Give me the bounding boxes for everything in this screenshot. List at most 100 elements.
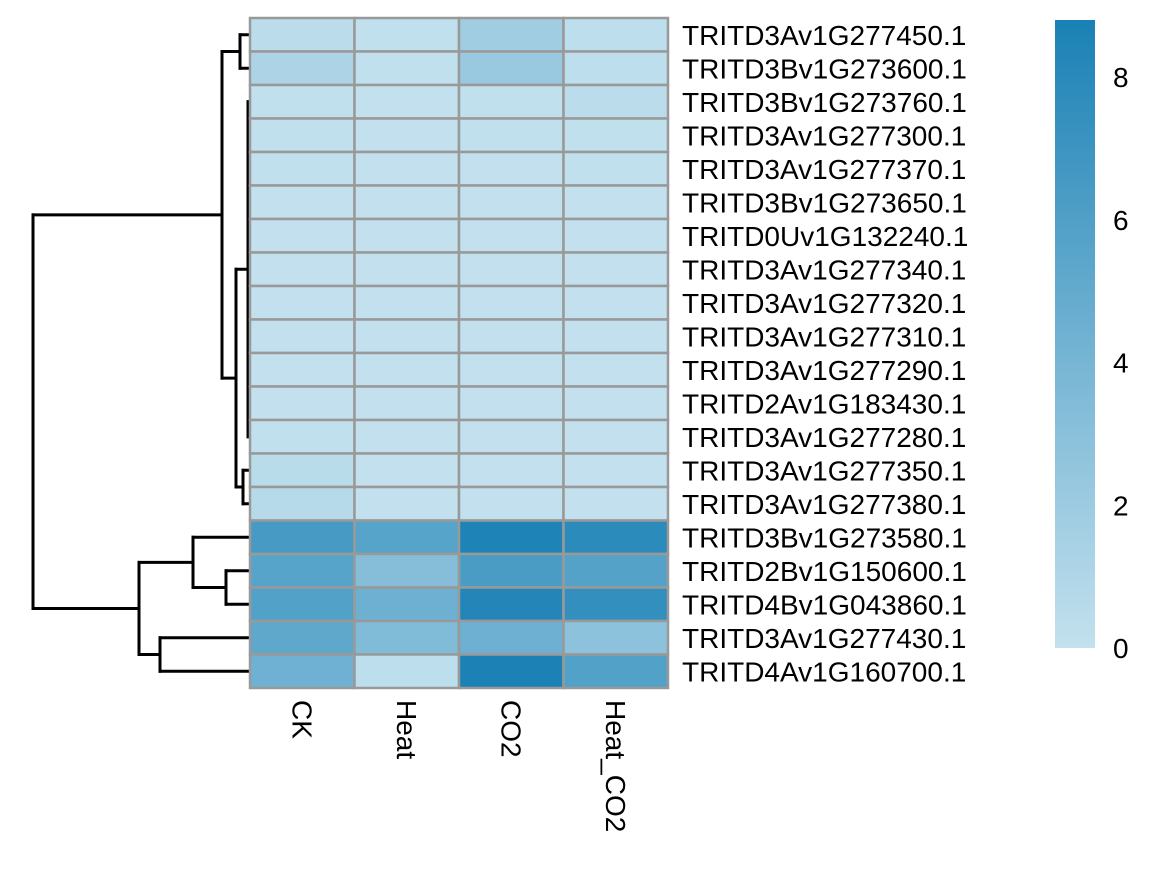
heatmap-cells: [248, 16, 670, 690]
heatmap-cell: [457, 251, 565, 288]
row-label: TRITD0Uv1G132240.1: [682, 221, 968, 252]
heatmap-cell: [457, 217, 565, 254]
legend-tick-label: 6: [1113, 205, 1129, 236]
row-labels: TRITD3Av1G277450.1TRITD3Bv1G273600.1TRIT…: [682, 20, 968, 688]
heatmap-cell: [248, 83, 356, 120]
legend-tick-label: 2: [1113, 490, 1129, 521]
row-label: TRITD3Bv1G273580.1: [682, 522, 967, 553]
heatmap-cell: [562, 385, 670, 422]
heatmap-cell: [562, 519, 670, 556]
heatmap-cell: [562, 50, 670, 87]
heatmap-cell: [562, 16, 670, 53]
heatmap-cell: [562, 351, 670, 388]
heatmap-cell: [248, 619, 356, 656]
heatmap-cell: [248, 485, 356, 522]
heatmap-cell: [353, 619, 461, 656]
heatmap-cell: [457, 150, 565, 187]
heatmap-cell: [248, 150, 356, 187]
row-label: TRITD3Av1G277450.1: [682, 20, 966, 51]
row-label: TRITD3Av1G277380.1: [682, 489, 966, 520]
heatmap-cell: [457, 418, 565, 455]
heatmap-cell: [353, 184, 461, 221]
row-label: TRITD3Bv1G273760.1: [682, 87, 967, 118]
heatmap-cell: [353, 16, 461, 53]
heatmap-cell: [457, 117, 565, 154]
row-label: TRITD3Bv1G273650.1: [682, 187, 967, 218]
legend-tick-label: 4: [1113, 348, 1129, 379]
heatmap-cell: [353, 217, 461, 254]
heatmap-cell: [248, 653, 356, 690]
color-scale-bar: [1055, 20, 1095, 648]
heatmap-cell: [248, 519, 356, 556]
heatmap-cell: [353, 117, 461, 154]
heatmap-cell: [562, 117, 670, 154]
heatmap-cell: [353, 552, 461, 589]
row-label: TRITD3Av1G277430.1: [682, 623, 966, 654]
legend-tick-label: 0: [1113, 633, 1129, 664]
heatmap-cell: [457, 50, 565, 87]
heatmap-cell: [248, 385, 356, 422]
heatmap-cell: [248, 318, 356, 355]
heatmap-cell: [562, 418, 670, 455]
heatmap-cell: [562, 217, 670, 254]
heatmap-cell: [562, 284, 670, 321]
row-label: TRITD4Bv1G043860.1: [682, 589, 967, 620]
heatmap-cell: [353, 485, 461, 522]
heatmap-cell: [457, 519, 565, 556]
heatmap-cell: [457, 619, 565, 656]
heatmap-cell: [562, 552, 670, 589]
heatmap-cell: [248, 251, 356, 288]
heatmap-cell: [562, 485, 670, 522]
heatmap-cell: [562, 619, 670, 656]
heatmap-cell: [457, 318, 565, 355]
column-labels: CK Heat CO2 Heat_CO2: [286, 700, 631, 832]
row-label: TRITD2Bv1G150600.1: [682, 556, 967, 587]
row-label: TRITD2Av1G183430.1: [682, 388, 966, 419]
heatmap-cell: [457, 16, 565, 53]
row-label: TRITD3Av1G277320.1: [682, 288, 966, 319]
row-label: TRITD3Av1G277370.1: [682, 154, 966, 185]
heatmap-cell: [248, 217, 356, 254]
heatmap-cell: [562, 150, 670, 187]
heatmap-cell: [353, 318, 461, 355]
color-legend: 0 2 4 6 8: [1055, 20, 1129, 664]
heatmap-cell: [353, 452, 461, 489]
heatmap-cell: [457, 385, 565, 422]
legend-tick-label: 8: [1113, 62, 1129, 93]
heatmap-cell: [562, 653, 670, 690]
heatmap-cell: [457, 586, 565, 623]
heatmap-cell: [248, 452, 356, 489]
heatmap-cell: [562, 452, 670, 489]
heatmap-cell: [248, 418, 356, 455]
row-label: TRITD4Av1G160700.1: [682, 656, 966, 687]
heatmap-cell: [457, 284, 565, 321]
heatmap-cell: [457, 653, 565, 690]
heatmap-cell: [353, 251, 461, 288]
heatmap-cell: [457, 452, 565, 489]
heatmap-cell: [562, 318, 670, 355]
row-label: TRITD3Av1G277350.1: [682, 455, 966, 486]
column-label: CK: [286, 700, 317, 739]
heatmap-cell: [562, 83, 670, 120]
heatmap-cell: [248, 16, 356, 53]
heatmap-cell: [248, 351, 356, 388]
heatmap-cell: [457, 184, 565, 221]
row-label: TRITD3Bv1G273600.1: [682, 53, 967, 84]
column-label: Heat_CO2: [600, 700, 631, 832]
heatmap-cell: [353, 150, 461, 187]
column-label: CO2: [495, 700, 526, 758]
row-label: TRITD3Av1G277280.1: [682, 422, 966, 453]
heatmap-cell: [353, 653, 461, 690]
row-dendrogram: [31, 33, 251, 673]
heatmap-cell: [248, 184, 356, 221]
heatmap-cell: [353, 83, 461, 120]
row-label: TRITD3Av1G277290.1: [682, 355, 966, 386]
row-label: TRITD3Av1G277300.1: [682, 120, 966, 151]
heatmap-cell: [248, 552, 356, 589]
heatmap-cell: [562, 586, 670, 623]
heatmap-cell: [457, 351, 565, 388]
heatmap-cell: [562, 184, 670, 221]
heatmap-cell: [353, 351, 461, 388]
row-label: TRITD3Av1G277340.1: [682, 254, 966, 285]
